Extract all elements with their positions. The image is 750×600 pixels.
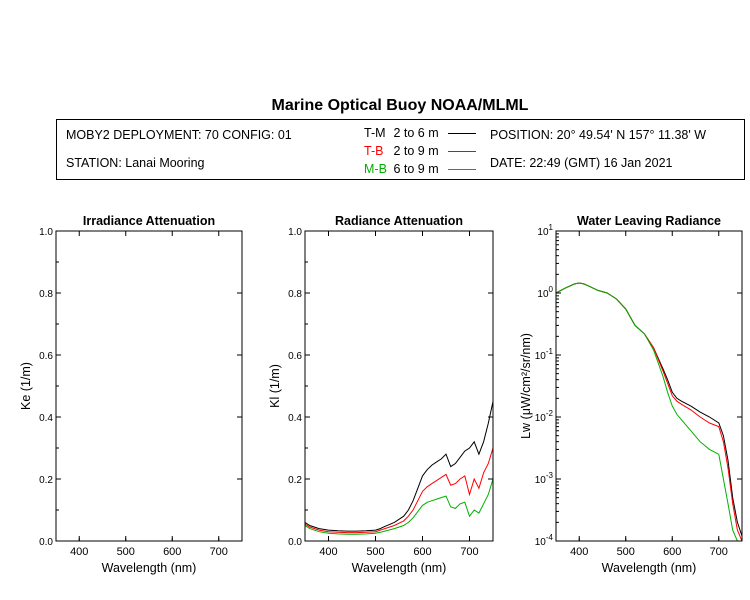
y-tick-label: 0.2 bbox=[288, 475, 302, 486]
plot-frame bbox=[555, 230, 743, 542]
plot-frame bbox=[304, 230, 494, 542]
x-axis-label: Wavelength (nm) bbox=[102, 561, 197, 575]
series-line-m-b bbox=[305, 478, 493, 535]
y-tick-label: 0.0 bbox=[39, 537, 53, 548]
x-tick-label: 400 bbox=[319, 546, 337, 558]
position-text: POSITION: 20° 49.54' N 157° 11.38' W bbox=[490, 128, 707, 142]
y-tick-label: 0.6 bbox=[288, 351, 302, 362]
deployment-text: MOBY2 DEPLOYMENT: 70 CONFIG: 01 bbox=[66, 128, 292, 142]
legend-row-mb: M-B 6 to 9 m bbox=[364, 162, 476, 176]
y-tick-label: 10-4 bbox=[535, 533, 554, 548]
chart-panel-3: Water Leaving Radiance 400 500 600 700 10-4 10… bbox=[519, 214, 743, 575]
y-tick-label: 1.0 bbox=[39, 227, 53, 238]
series-line-t-m bbox=[556, 282, 742, 537]
legend-range-mb: 6 to 9 m bbox=[393, 162, 439, 176]
legend-row-tm: T-M 2 to 6 m bbox=[364, 126, 476, 140]
legend-code-mb: M-B bbox=[364, 162, 387, 176]
y-tick-label: 101 bbox=[537, 223, 553, 238]
x-tick-label: 700 bbox=[210, 546, 228, 558]
y-axis-label: Ke (1/m) bbox=[19, 362, 33, 410]
legend-row-tb: T-B 2 to 9 m bbox=[364, 144, 476, 158]
y-tick-label: 0.4 bbox=[288, 413, 302, 424]
y-tick-label: 1.0 bbox=[288, 227, 302, 238]
chart-panel-2: Radiance Attenuation 400 500 600 700 0.0 0.2 0.… bbox=[268, 214, 494, 575]
y-tick-label: 0.4 bbox=[39, 413, 53, 424]
x-axis-label: Wavelength (nm) bbox=[602, 561, 697, 575]
legend-code-tm: T-M bbox=[364, 126, 386, 140]
legend-swatch-tm bbox=[448, 133, 476, 134]
y-tick-label: 0.2 bbox=[39, 475, 53, 486]
y-tick-label: 0.8 bbox=[39, 289, 53, 300]
series-line-t-m bbox=[305, 401, 493, 532]
info-box: MOBY2 DEPLOYMENT: 70 CONFIG: 01 STATION:… bbox=[56, 119, 745, 180]
series-line-t-b bbox=[556, 282, 742, 541]
x-axis-label: Wavelength (nm) bbox=[352, 561, 447, 575]
legend-swatch-tb bbox=[448, 151, 476, 152]
y-tick-label: 10-2 bbox=[535, 409, 554, 424]
x-tick-label: 400 bbox=[570, 546, 588, 558]
x-tick-label: 600 bbox=[163, 546, 181, 558]
series-line-t-b bbox=[305, 447, 493, 534]
x-tick-label: 500 bbox=[117, 546, 135, 558]
x-tick-label: 500 bbox=[366, 546, 384, 558]
y-tick-label: 10-1 bbox=[535, 347, 554, 362]
legend-range-tm: 2 to 6 m bbox=[393, 126, 439, 140]
legend-range-tb: 2 to 9 m bbox=[393, 144, 439, 158]
x-tick-label: 500 bbox=[617, 546, 635, 558]
chart-title: Water Leaving Radiance bbox=[577, 214, 721, 228]
x-tick-label: 600 bbox=[663, 546, 681, 558]
y-axis-label: Kl (1/m) bbox=[268, 364, 282, 408]
plot-frame bbox=[55, 230, 243, 542]
legend-swatch-mb bbox=[448, 169, 476, 170]
x-tick-label: 700 bbox=[710, 546, 728, 558]
y-tick-label: 0.0 bbox=[288, 537, 302, 548]
y-tick-label: 0.6 bbox=[39, 351, 53, 362]
legend-code-tb: T-B bbox=[364, 144, 384, 158]
chart-panel-1: Irradiance Attenuation 400 500 600 700 0.0 0.2… bbox=[19, 214, 243, 575]
y-tick-label: 100 bbox=[537, 285, 553, 300]
chart-title: Irradiance Attenuation bbox=[83, 214, 215, 228]
main-title: Marine Optical Buoy NOAA/MLML bbox=[271, 97, 529, 114]
y-tick-label: 0.8 bbox=[288, 289, 302, 300]
series-line-m-b bbox=[556, 282, 742, 541]
x-tick-label: 700 bbox=[460, 546, 478, 558]
x-tick-label: 600 bbox=[413, 546, 431, 558]
y-tick-label: 10-3 bbox=[535, 471, 554, 486]
date-text: DATE: 22:49 (GMT) 16 Jan 2021 bbox=[490, 156, 673, 170]
x-tick-label: 400 bbox=[70, 546, 88, 558]
y-axis-label: Lw (μW/cm²/sr/nm) bbox=[519, 333, 533, 439]
station-text: STATION: Lanai Mooring bbox=[66, 156, 205, 170]
chart-title: Radiance Attenuation bbox=[335, 214, 463, 228]
